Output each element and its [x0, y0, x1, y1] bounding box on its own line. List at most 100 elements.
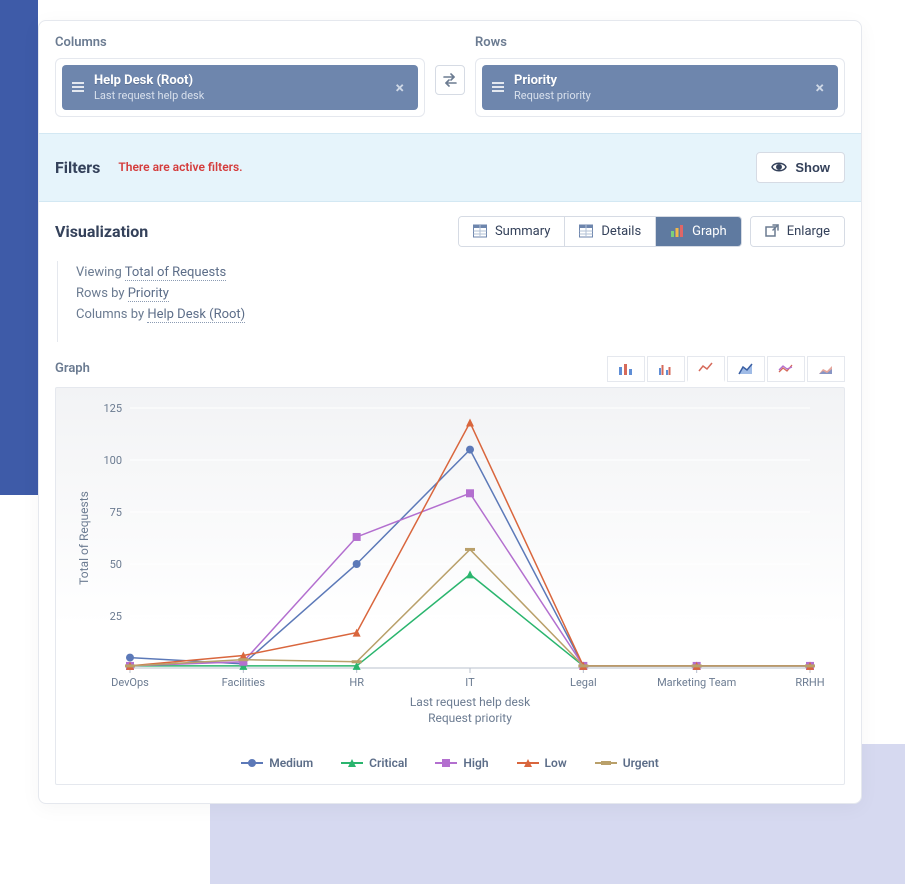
- multiline-icon: [778, 362, 794, 376]
- chart-type-multiline[interactable]: [767, 356, 805, 382]
- legend-swatch-icon: [341, 757, 363, 769]
- columns-pill-subtitle: Last request help desk: [94, 89, 392, 102]
- visualization-description: Viewing Total of Requests Rows by Priori…: [57, 261, 845, 342]
- enlarge-button[interactable]: Enlarge: [751, 217, 844, 246]
- legend-item[interactable]: Urgent: [595, 756, 659, 770]
- swap-column: [435, 65, 465, 95]
- rows-by-line: Rows by Priority: [76, 286, 827, 301]
- tab-graph[interactable]: Graph: [656, 217, 741, 246]
- graph-section: Graph 25 50 75 100 125 DevOps Facilities HR IT Le…: [39, 352, 861, 803]
- legend-label: Medium: [269, 756, 313, 770]
- chart-type-tabs: [607, 356, 845, 382]
- legend-swatch-icon: [435, 757, 457, 769]
- svg-text:75: 75: [110, 506, 122, 519]
- show-filters-button[interactable]: Show: [756, 152, 845, 183]
- legend-label: Urgent: [623, 756, 659, 770]
- columns-pill-text: Help Desk (Root) Last request help desk: [94, 73, 392, 102]
- tab-summary[interactable]: Summary: [459, 217, 565, 246]
- rows-pill-container: Priority Request priority ×: [475, 58, 845, 117]
- chart-frame: 25 50 75 100 125 DevOps Facilities HR IT Legal Mar…: [55, 387, 845, 785]
- rows-section: Rows Priority Request priority ×: [475, 35, 845, 117]
- show-filters-label: Show: [795, 160, 830, 175]
- columns-pill[interactable]: Help Desk (Root) Last request help desk …: [62, 65, 418, 110]
- chart-type-line[interactable]: [687, 356, 725, 382]
- svg-text:DevOps: DevOps: [111, 676, 149, 689]
- cols-by-line: Columns by Help Desk (Root): [76, 307, 827, 322]
- legend-label: Low: [545, 756, 567, 770]
- rows-pill-close-icon[interactable]: ×: [812, 78, 829, 97]
- area-icon: [738, 362, 754, 376]
- chart-type-area[interactable]: [727, 356, 765, 382]
- line-chart: 25 50 75 100 125 DevOps Facilities HR IT Legal Mar…: [70, 398, 830, 738]
- legend-swatch-icon: [241, 757, 263, 769]
- filters-alert: There are active filters.: [118, 160, 242, 174]
- svg-text:HR: HR: [349, 676, 364, 689]
- tab-details[interactable]: Details: [565, 217, 656, 246]
- svg-text:25: 25: [110, 610, 122, 623]
- svg-text:100: 100: [103, 454, 122, 467]
- svg-text:50: 50: [110, 558, 122, 571]
- legend-label: High: [463, 756, 488, 770]
- columns-label: Columns: [55, 35, 425, 50]
- visualization-title: Visualization: [55, 222, 148, 241]
- filters-label: Filters: [55, 158, 100, 177]
- visualization-tabs: Summary Details Graph: [458, 216, 845, 247]
- svg-text:Marketing Team: Marketing Team: [657, 676, 736, 689]
- svg-text:Facilities: Facilities: [222, 676, 266, 689]
- table-icon: [579, 224, 593, 238]
- rows-by-link[interactable]: Priority: [128, 286, 169, 302]
- graph-section-label: Graph: [55, 361, 90, 376]
- chart-type-bar-grouped[interactable]: [647, 356, 685, 382]
- bar-icon: [618, 362, 634, 376]
- drag-handle-icon[interactable]: [492, 81, 504, 93]
- rows-pill-title: Priority: [514, 73, 812, 89]
- report-card: Columns Help Desk (Root) Last request he…: [38, 20, 862, 804]
- rows-label: Rows: [475, 35, 845, 50]
- graph-header: Graph: [55, 352, 845, 388]
- line-icon: [698, 361, 714, 375]
- viewing-link[interactable]: Total of Requests: [125, 265, 226, 281]
- visualization-header: Visualization Summary Details: [39, 202, 861, 261]
- legend-item[interactable]: Medium: [241, 756, 313, 770]
- svg-text:Last request help desk: Last request help desk: [410, 695, 531, 709]
- svg-text:Total of Requests: Total of Requests: [77, 491, 91, 585]
- legend-swatch-icon: [595, 757, 617, 769]
- columns-pill-container: Help Desk (Root) Last request help desk …: [55, 58, 425, 117]
- cols-by-link[interactable]: Help Desk (Root): [147, 307, 245, 323]
- view-tab-group: Summary Details Graph: [458, 216, 742, 247]
- rows-pill-subtitle: Request priority: [514, 89, 812, 102]
- legend-item[interactable]: High: [435, 756, 488, 770]
- bar-grouped-icon: [658, 362, 674, 376]
- svg-text:RRHH: RRHH: [795, 676, 824, 689]
- tab-details-label: Details: [601, 224, 641, 239]
- rows-pill[interactable]: Priority Request priority ×: [482, 65, 838, 110]
- svg-text:Request priority: Request priority: [428, 711, 512, 725]
- columns-pill-close-icon[interactable]: ×: [392, 78, 409, 97]
- swap-button[interactable]: [435, 65, 465, 95]
- enlarge-group: Enlarge: [750, 216, 845, 247]
- legend-item[interactable]: Low: [517, 756, 567, 770]
- svg-text:Legal: Legal: [570, 676, 597, 689]
- chart-type-stacked-area[interactable]: [807, 356, 845, 382]
- filters-bar: Filters There are active filters. Show: [39, 133, 861, 202]
- enlarge-icon: [765, 224, 779, 238]
- tab-summary-label: Summary: [495, 224, 550, 239]
- svg-text:IT: IT: [465, 676, 475, 689]
- cols-by-prefix: Columns by: [76, 307, 147, 322]
- chart-type-bar[interactable]: [607, 356, 645, 382]
- chart-legend: Medium Critical High Low Urgent: [70, 756, 830, 770]
- table-icon: [473, 224, 487, 238]
- stacked-area-icon: [818, 362, 834, 376]
- eye-icon: [771, 161, 787, 173]
- rows-by-prefix: Rows by: [76, 286, 128, 301]
- legend-item[interactable]: Critical: [341, 756, 407, 770]
- columns-rows-row: Columns Help Desk (Root) Last request he…: [39, 21, 861, 133]
- filters-left: Filters There are active filters.: [55, 158, 243, 177]
- legend-swatch-icon: [517, 757, 539, 769]
- drag-handle-icon[interactable]: [72, 81, 84, 93]
- legend-label: Critical: [369, 756, 407, 770]
- svg-text:125: 125: [103, 402, 122, 415]
- bar-chart-icon: [670, 224, 684, 238]
- tab-graph-label: Graph: [692, 224, 727, 239]
- enlarge-label: Enlarge: [787, 224, 830, 239]
